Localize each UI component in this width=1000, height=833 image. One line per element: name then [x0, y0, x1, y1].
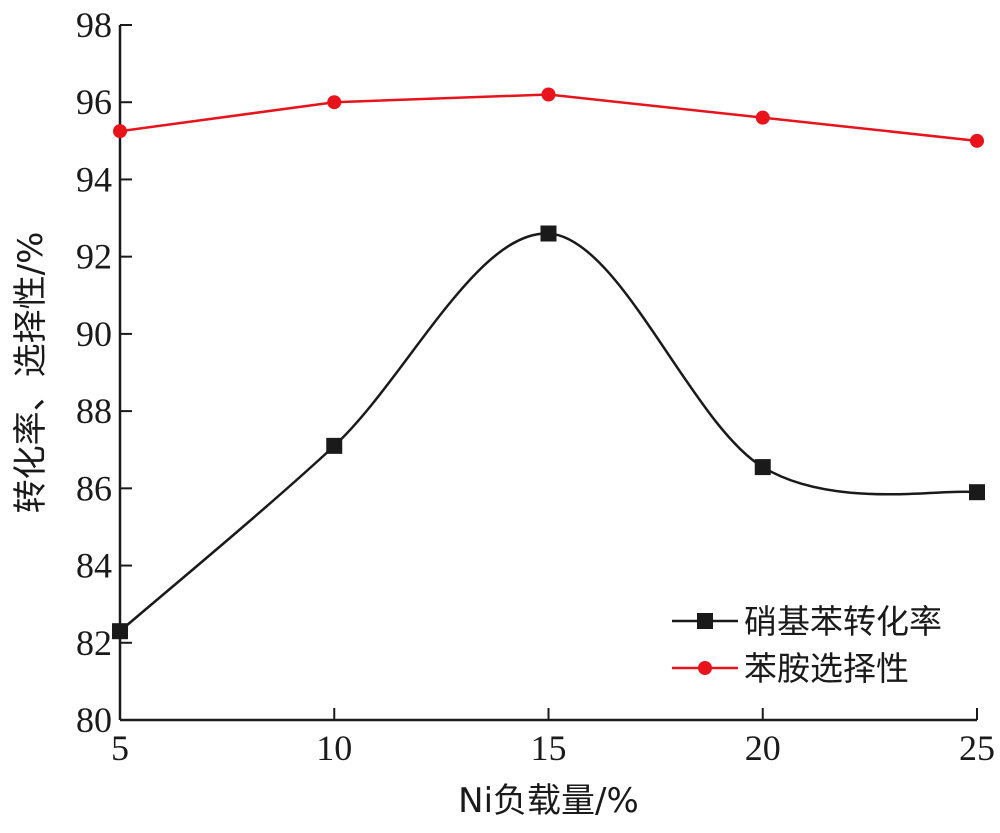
legend-label-conversion: 硝基苯转化率 — [744, 602, 942, 641]
legend-entry-selectivity: 苯胺选择性 — [672, 649, 909, 688]
data-point-circle — [755, 110, 770, 125]
y-tick-label: 84 — [76, 546, 112, 586]
data-point-square — [540, 225, 557, 242]
x-tick-label: 15 — [531, 728, 567, 768]
data-point-square — [326, 437, 343, 454]
legend-marker-circle — [698, 661, 712, 675]
x-axis-title: Ni负载量/% — [458, 781, 639, 821]
data-point-square — [112, 623, 128, 640]
y-tick-label: 90 — [76, 314, 112, 354]
x-tick-label: 10 — [316, 728, 352, 768]
y-tick-label: 86 — [76, 468, 112, 508]
legend-entry-conversion: 硝基苯转化率 — [672, 602, 942, 641]
y-tick-label: 96 — [76, 82, 112, 122]
y-tick-label: 92 — [76, 237, 112, 277]
legend-label-selectivity: 苯胺选择性 — [744, 649, 909, 688]
data-point-circle — [113, 124, 127, 139]
data-point-circle — [970, 133, 984, 148]
x-tick-label: 5 — [111, 728, 129, 768]
x-tick-label: 20 — [745, 728, 781, 768]
y-tick-label: 80 — [76, 700, 112, 740]
data-point-square — [754, 459, 771, 476]
y-tick-label: 88 — [76, 391, 112, 431]
legend: 硝基苯转化率 苯胺选择性 — [672, 602, 942, 688]
axes: 80 82 84 86 88 90 92 94 96 98 5 10 15 20 25 — [76, 5, 995, 768]
x-tick-label: 25 — [959, 728, 995, 768]
series-line-0 — [119, 232, 978, 633]
plot-area — [112, 87, 985, 640]
data-point-circle — [327, 95, 342, 110]
y-axis-title: 转化率、选择性/% — [11, 232, 51, 514]
y-tick-label: 94 — [76, 159, 112, 199]
y-tick-label: 82 — [76, 623, 112, 663]
data-point-circle — [541, 87, 556, 102]
data-point-square — [969, 484, 985, 501]
legend-marker-square — [697, 613, 713, 629]
y-tick-label: 98 — [76, 5, 112, 45]
